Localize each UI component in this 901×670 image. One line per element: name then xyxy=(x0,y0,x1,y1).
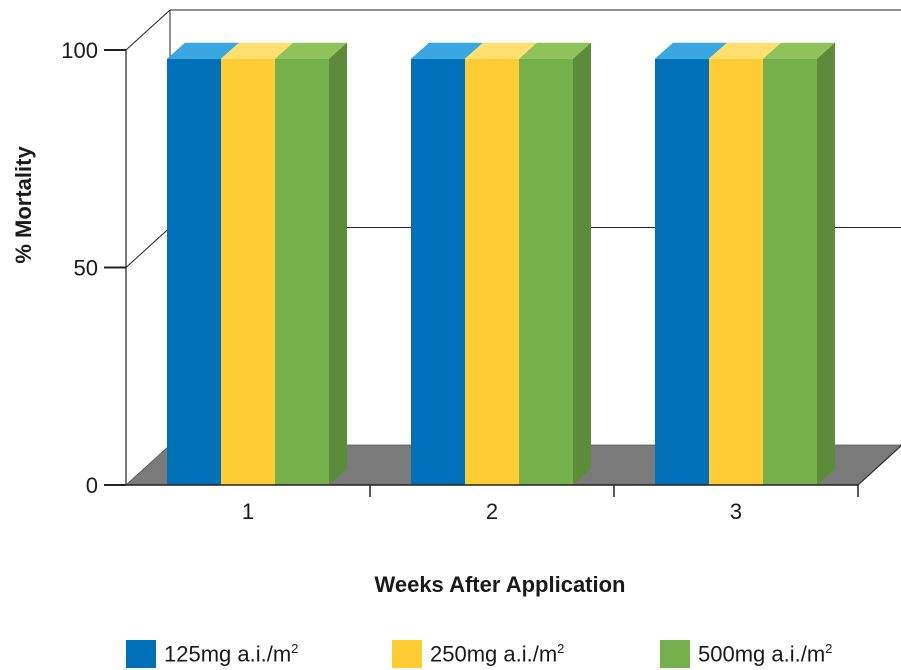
y-axis-title: % Mortality xyxy=(11,146,36,264)
bar-front xyxy=(763,58,817,485)
bar-front xyxy=(709,58,763,485)
y-tick-label-100: 100 xyxy=(61,38,98,63)
bar-front xyxy=(519,58,573,485)
axes-group: 0 50 100 1 2 3 xyxy=(61,38,901,524)
bar-1-0 xyxy=(221,42,293,485)
legend-swatch-125mg xyxy=(126,640,156,668)
bar-top xyxy=(519,42,591,59)
gridline-left-wall xyxy=(125,227,171,268)
legend-item-250mg: 250mg a.i./m2 xyxy=(392,640,564,668)
bar-0-2 xyxy=(655,42,727,485)
bar-1-2 xyxy=(709,42,781,485)
bar-front xyxy=(465,58,519,485)
bar-top xyxy=(411,42,483,59)
bar-top xyxy=(167,42,239,59)
bar-2-1 xyxy=(519,42,591,485)
legend-item-125mg: 125mg a.i./m2 xyxy=(126,640,298,668)
legend: 125mg a.i./m2 250mg a.i./m2 500mg a.i./m… xyxy=(0,640,901,670)
bar-0-1 xyxy=(411,42,483,485)
x-axis-title: Weeks After Application xyxy=(374,572,625,597)
bar-1-1 xyxy=(465,42,537,485)
legend-swatch-500mg xyxy=(660,640,690,668)
bar-side xyxy=(573,42,591,485)
bar-top xyxy=(763,42,835,59)
x-tick-label-2: 2 xyxy=(486,499,498,524)
bar-2-2 xyxy=(763,42,835,485)
bar-front xyxy=(275,58,329,485)
x-tick-label-3: 3 xyxy=(730,499,742,524)
legend-label-250mg: 250mg a.i./m2 xyxy=(430,640,565,667)
bars-group xyxy=(167,42,835,485)
bar-chart: 0 50 100 1 2 3 % Mortality Weeks After Applic… xyxy=(11,9,901,597)
x-tick-label-1: 1 xyxy=(242,499,254,524)
bar-top xyxy=(275,42,347,59)
legend-swatch-250mg xyxy=(392,640,422,668)
bar-front xyxy=(655,58,709,485)
bar-top xyxy=(221,42,293,59)
y-tick-label-50: 50 xyxy=(74,256,98,281)
left-wall-top-edge xyxy=(125,9,171,51)
bar-top xyxy=(465,42,537,59)
legend-label-125mg: 125mg a.i./m2 xyxy=(164,640,299,667)
y-tick-label-0: 0 xyxy=(86,473,98,498)
bar-2-0 xyxy=(275,42,347,485)
bar-front xyxy=(411,58,465,485)
legend-label-500mg: 500mg a.i./m2 xyxy=(698,640,833,667)
legend-item-500mg: 500mg a.i./m2 xyxy=(660,640,832,668)
bar-top xyxy=(655,42,727,59)
bar-side xyxy=(817,42,835,485)
bar-front xyxy=(167,58,221,485)
floor-right-edge xyxy=(857,445,901,486)
bar-front xyxy=(221,58,275,485)
bar-side xyxy=(329,42,347,485)
bar-0-0 xyxy=(167,42,239,485)
bar-top xyxy=(709,42,781,59)
